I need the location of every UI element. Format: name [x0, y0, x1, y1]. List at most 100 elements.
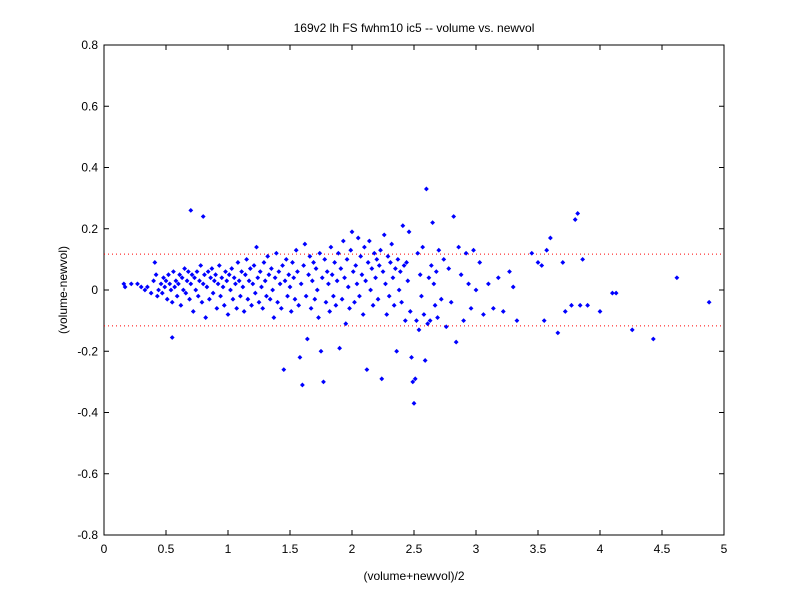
- data-point: [318, 348, 324, 354]
- y-axis-ticks: -0.8 -0.6 -0.4 -0.2 0 0.2 0.4 0.6 0.8: [77, 38, 724, 542]
- data-point: [575, 211, 581, 216]
- data-point: [256, 299, 262, 305]
- data-point: [353, 263, 359, 268]
- data-point: [151, 278, 156, 284]
- data-point: [368, 287, 373, 293]
- data-point: [162, 284, 168, 290]
- data-point: [198, 263, 204, 268]
- data-point: [219, 275, 225, 281]
- data-point: [163, 278, 169, 284]
- data-point: [214, 305, 220, 311]
- data-point: [189, 272, 195, 278]
- data-point: [309, 278, 315, 284]
- x-tick-label: 3: [473, 542, 480, 556]
- data-point: [282, 278, 288, 284]
- data-point: [145, 284, 150, 290]
- data-point: [280, 263, 285, 268]
- data-point: [343, 321, 349, 327]
- data-point: [271, 315, 277, 320]
- data-point: [203, 315, 209, 320]
- data-point: [463, 250, 469, 256]
- data-point: [303, 293, 309, 299]
- y-tick-label: 0.2: [81, 222, 98, 236]
- data-point: [156, 287, 161, 293]
- data-point: [539, 263, 545, 268]
- data-point: [176, 281, 181, 287]
- x-axis-ticks: 0 0.5 1 1.5 2 2.5 3 3.5 4 4.5 5: [101, 45, 728, 556]
- data-point: [399, 299, 404, 305]
- data-point: [416, 327, 422, 333]
- data-point: [158, 281, 164, 287]
- data-point: [121, 281, 127, 287]
- data-point: [577, 302, 583, 308]
- data-point: [224, 278, 230, 284]
- data-points: [121, 186, 712, 406]
- data-point: [169, 299, 175, 305]
- data-point: [468, 305, 474, 311]
- x-tick-label: 2: [349, 542, 356, 556]
- data-point: [333, 302, 339, 308]
- data-point: [205, 269, 211, 275]
- data-point: [344, 256, 350, 262]
- data-point: [334, 278, 340, 284]
- data-point: [182, 266, 187, 271]
- y-tick-label: 0.6: [81, 99, 98, 113]
- data-point: [569, 302, 574, 308]
- x-tick-label: 4.5: [654, 542, 671, 556]
- data-point: [396, 287, 402, 293]
- data-point: [161, 275, 166, 281]
- data-point: [233, 281, 238, 287]
- data-point: [257, 269, 263, 275]
- data-point: [397, 269, 403, 275]
- data-point: [414, 318, 419, 324]
- data-point: [415, 250, 421, 256]
- data-point: [287, 284, 293, 290]
- data-point: [490, 305, 496, 311]
- data-point: [190, 309, 196, 314]
- data-point: [313, 266, 319, 271]
- data-point: [247, 266, 253, 271]
- data-point: [308, 305, 314, 311]
- data-point: [260, 305, 266, 311]
- data-point: [514, 318, 520, 324]
- data-point: [390, 275, 396, 281]
- data-point: [250, 281, 256, 287]
- data-point: [179, 275, 185, 281]
- data-point: [138, 284, 144, 290]
- data-point: [402, 318, 408, 324]
- data-point: [234, 305, 240, 311]
- x-tick-label: 4: [597, 542, 604, 556]
- data-point: [173, 278, 179, 284]
- data-point: [239, 269, 245, 275]
- data-point: [159, 290, 165, 296]
- data-point: [167, 281, 173, 287]
- data-point: [302, 241, 308, 247]
- data-point: [188, 207, 194, 213]
- data-point: [443, 324, 449, 330]
- data-point: [613, 290, 619, 296]
- data-point: [650, 336, 656, 342]
- data-point: [252, 290, 258, 296]
- data-point: [335, 250, 341, 256]
- data-point: [347, 305, 352, 311]
- data-point: [358, 253, 364, 259]
- data-point: [211, 278, 217, 284]
- data-point: [270, 287, 276, 293]
- data-point: [298, 281, 304, 287]
- data-point: [401, 263, 407, 268]
- data-point: [331, 293, 336, 299]
- data-point: [135, 281, 140, 287]
- x-tick-label: 2.5: [406, 542, 423, 556]
- data-point: [427, 318, 433, 324]
- data-point: [486, 281, 491, 287]
- data-point: [422, 358, 428, 363]
- data-point: [226, 272, 232, 278]
- data-point: [362, 244, 367, 250]
- x-tick-label: 1.5: [282, 542, 299, 556]
- limit-lines: [104, 253, 724, 327]
- data-point: [481, 312, 486, 317]
- data-point: [426, 275, 432, 281]
- data-point: [148, 290, 154, 296]
- data-point: [266, 272, 272, 278]
